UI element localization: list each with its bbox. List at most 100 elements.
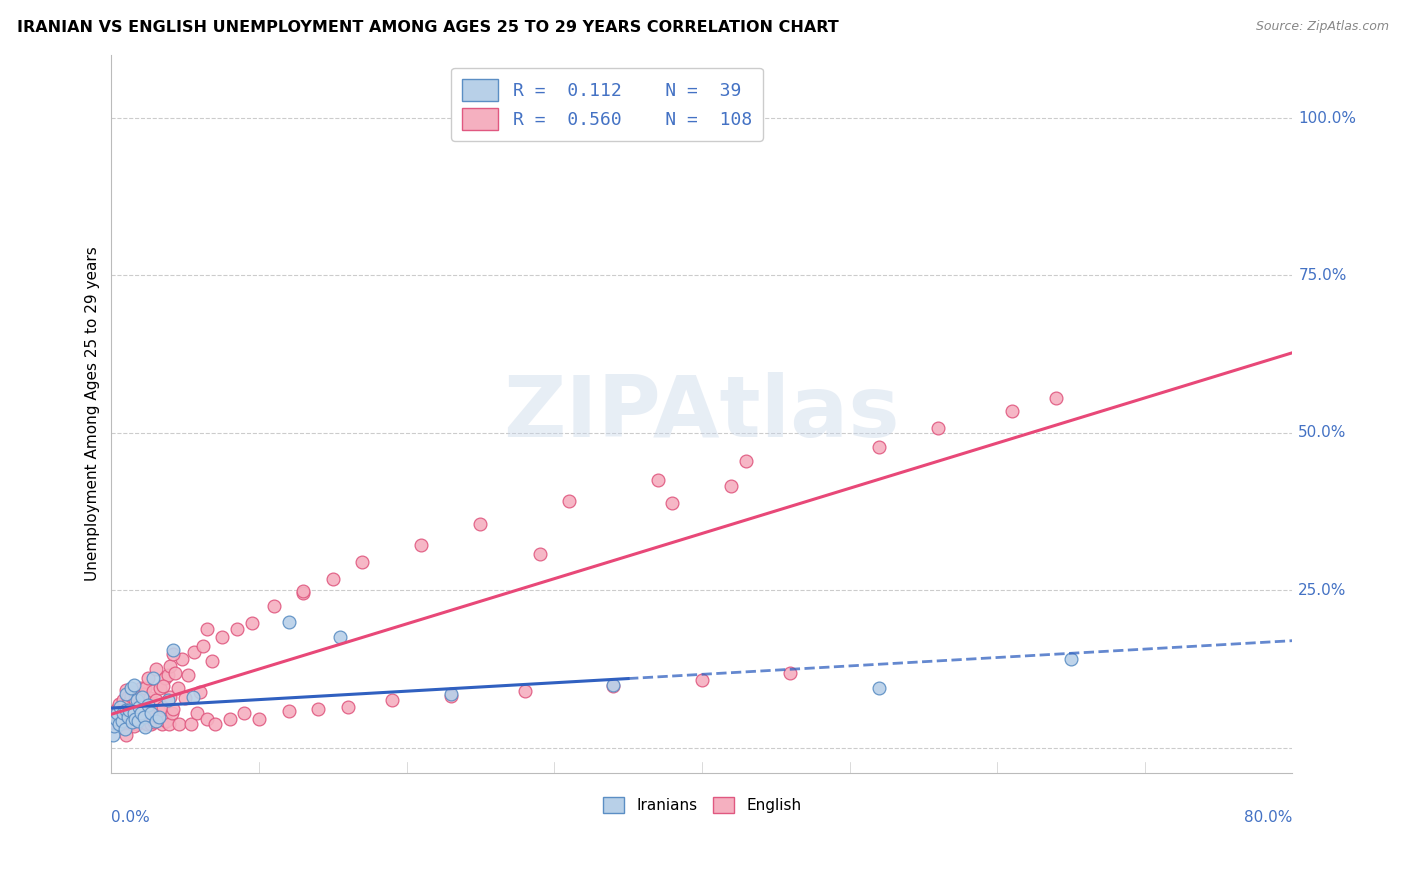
Point <box>136 671 159 685</box>
Point <box>122 678 145 692</box>
Point <box>120 716 142 731</box>
Point <box>132 715 155 730</box>
Point <box>125 716 148 731</box>
Text: ZIPAtlas: ZIPAtlas <box>503 373 900 456</box>
Point <box>163 666 186 681</box>
Point <box>115 682 138 697</box>
Point <box>225 622 247 636</box>
Point <box>143 715 166 730</box>
Text: 80.0%: 80.0% <box>1244 810 1292 825</box>
Point <box>129 681 152 695</box>
Point <box>558 493 581 508</box>
Point <box>132 687 155 701</box>
Point <box>661 496 683 510</box>
Point <box>204 716 226 731</box>
Point <box>145 714 167 728</box>
Point <box>142 684 165 698</box>
Point <box>134 681 156 695</box>
Point <box>263 599 285 613</box>
Point <box>352 555 374 569</box>
Point <box>160 706 183 720</box>
Point <box>188 685 211 699</box>
Point <box>104 716 127 731</box>
Point <box>115 701 138 715</box>
Point <box>120 689 142 703</box>
Point <box>162 701 184 715</box>
Point <box>103 718 125 732</box>
Point <box>145 662 167 676</box>
Text: 0.0%: 0.0% <box>111 810 150 825</box>
Point <box>152 699 174 714</box>
Point <box>159 690 181 705</box>
Point <box>136 706 159 720</box>
Point <box>148 704 170 718</box>
Point <box>247 712 270 726</box>
Point <box>440 687 463 701</box>
Text: 25.0%: 25.0% <box>1298 582 1347 598</box>
Point <box>105 701 128 715</box>
Point <box>180 716 202 731</box>
Point <box>141 716 163 731</box>
Point <box>240 615 263 630</box>
Point <box>1001 404 1024 418</box>
Point <box>292 584 315 599</box>
Point <box>277 704 299 718</box>
Point <box>720 479 742 493</box>
Point <box>115 728 138 742</box>
Point <box>117 690 139 705</box>
Point <box>111 714 134 728</box>
Point <box>529 547 551 561</box>
Point <box>307 701 329 715</box>
Point <box>277 615 299 629</box>
Point <box>128 699 150 714</box>
Point <box>181 690 204 705</box>
Point <box>122 703 145 717</box>
Point <box>122 685 145 699</box>
Point <box>129 706 152 720</box>
Point <box>135 716 157 731</box>
Point <box>101 715 124 730</box>
Point <box>131 690 153 705</box>
Point <box>148 710 170 724</box>
Point <box>602 678 624 692</box>
Point <box>779 666 801 681</box>
Point <box>440 689 463 703</box>
Point <box>211 631 233 645</box>
Point <box>124 693 146 707</box>
Point <box>186 706 208 720</box>
Point <box>172 652 194 666</box>
Point <box>292 586 315 600</box>
Point <box>139 691 162 706</box>
Point <box>1045 391 1067 405</box>
Point <box>111 714 134 728</box>
Point <box>513 684 536 698</box>
Point <box>101 728 124 742</box>
Point <box>329 631 352 645</box>
Point <box>195 622 218 636</box>
Point <box>191 639 214 653</box>
Point <box>115 703 138 717</box>
Legend: Iranians, English: Iranians, English <box>596 790 807 819</box>
Point <box>125 693 148 707</box>
Point <box>136 710 159 724</box>
Point <box>169 716 191 731</box>
Point <box>927 421 949 435</box>
Point <box>195 712 218 726</box>
Point <box>110 704 132 718</box>
Point <box>152 679 174 693</box>
Text: 100.0%: 100.0% <box>1298 111 1357 126</box>
Point <box>868 440 890 454</box>
Point <box>120 681 142 695</box>
Point <box>117 710 139 724</box>
Point <box>121 709 143 723</box>
Point <box>118 695 141 709</box>
Point <box>162 648 184 662</box>
Point <box>218 712 240 726</box>
Text: IRANIAN VS ENGLISH UNEMPLOYMENT AMONG AGES 25 TO 29 YEARS CORRELATION CHART: IRANIAN VS ENGLISH UNEMPLOYMENT AMONG AG… <box>17 20 838 35</box>
Point <box>411 538 433 552</box>
Point <box>118 703 141 717</box>
Point <box>201 654 224 668</box>
Point <box>121 715 143 730</box>
Point <box>162 643 184 657</box>
Point <box>177 668 200 682</box>
